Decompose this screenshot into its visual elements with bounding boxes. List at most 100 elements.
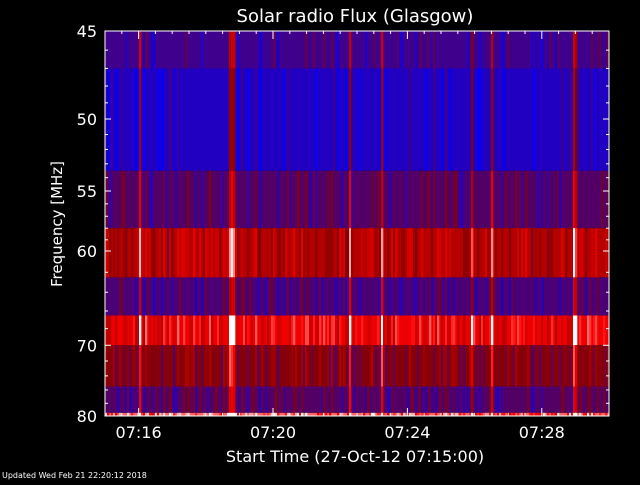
heatmap-cell: [579, 228, 582, 278]
heatmap-cell: [219, 228, 222, 278]
heatmap-cell: [595, 228, 598, 278]
heatmap-cell: [301, 315, 304, 346]
heatmap-cell: [421, 386, 424, 413]
heatmap-cell: [573, 228, 576, 278]
heatmap-cell: [323, 315, 326, 346]
heatmap-cell: [569, 345, 572, 387]
heatmap-cell: [237, 345, 240, 387]
heatmap-cell: [453, 315, 456, 346]
heatmap-cell: [277, 345, 280, 387]
heatmap-cell: [209, 315, 212, 346]
heatmap-cell: [491, 277, 494, 316]
heatmap-cell: [187, 412, 190, 416]
heatmap-cell: [287, 412, 290, 416]
heatmap-cell: [467, 228, 470, 278]
heatmap-cell: [415, 31, 418, 69]
heatmap-cell: [313, 170, 316, 229]
heatmap-cell: [437, 277, 440, 316]
heatmap-cell: [535, 412, 538, 416]
heatmap-cell: [477, 68, 480, 171]
heatmap-cell: [571, 277, 574, 316]
heatmap-cell: [153, 386, 156, 413]
heatmap-cell: [231, 277, 234, 316]
heatmap-cell: [561, 315, 564, 346]
heatmap-cell: [319, 345, 322, 387]
heatmap-cell: [603, 386, 606, 413]
heatmap-cell: [161, 277, 164, 316]
heatmap-cell: [161, 315, 164, 346]
heatmap-cell: [201, 170, 204, 229]
frequency-band: [105, 228, 609, 278]
heatmap-cell: [219, 412, 222, 416]
heatmap-cell: [381, 68, 384, 171]
heatmap-cell: [431, 170, 434, 229]
heatmap-cell: [475, 412, 478, 416]
heatmap-cell: [107, 228, 110, 278]
heatmap-cell: [381, 345, 384, 387]
heatmap-cell: [283, 277, 286, 316]
heatmap-cell: [511, 412, 514, 416]
heatmap-cell: [443, 277, 446, 316]
heatmap-cell: [251, 315, 254, 346]
heatmap-cell: [199, 386, 202, 413]
heatmap-cell: [207, 228, 210, 278]
heatmap-cell: [505, 315, 508, 346]
heatmap-cell: [297, 412, 300, 416]
heatmap-cell: [413, 315, 416, 346]
heatmap-cell: [163, 228, 166, 278]
heatmap-cell: [521, 228, 524, 278]
heatmap-cell: [367, 228, 370, 278]
heatmap-cell: [349, 68, 352, 171]
heatmap-cell: [491, 170, 494, 229]
heatmap-cell: [501, 315, 504, 346]
heatmap-cell: [449, 68, 452, 171]
heatmap-cell: [467, 170, 470, 229]
heatmap-cell: [153, 31, 156, 69]
heatmap-cell: [229, 68, 232, 171]
heatmap-cell: [199, 315, 202, 346]
x-tick-label: 07:28: [519, 423, 565, 442]
heatmap-cell: [177, 315, 180, 346]
heatmap-cell: [571, 412, 574, 416]
heatmap-cell: [445, 412, 448, 416]
heatmap-cell: [575, 315, 578, 346]
heatmap-cell: [301, 412, 304, 416]
heatmap-cell: [459, 412, 462, 416]
heatmap-cell: [255, 345, 258, 387]
heatmap-cell: [429, 277, 432, 316]
heatmap-cell: [223, 277, 226, 316]
heatmap-cell: [361, 315, 364, 346]
heatmap-cell: [309, 315, 312, 346]
heatmap-cell: [295, 386, 298, 413]
heatmap-cell: [333, 68, 336, 171]
heatmap-cell: [265, 345, 268, 387]
heatmap-cell: [345, 315, 348, 346]
y-tick-label: 50: [77, 110, 97, 129]
heatmap-cell: [195, 345, 198, 387]
heatmap-cell: [547, 31, 550, 69]
heatmap-cell: [427, 170, 430, 229]
heatmap-cell: [137, 68, 140, 171]
heatmap-cell: [113, 228, 116, 278]
heatmap-cell: [515, 345, 518, 387]
heatmap-cell: [605, 345, 608, 387]
heatmap-cell: [151, 170, 154, 229]
heatmap-cell: [109, 170, 112, 229]
heatmap-cell: [485, 228, 488, 278]
heatmap-cell: [363, 412, 366, 416]
heatmap-cell: [247, 315, 250, 346]
heatmap-cell: [287, 68, 290, 171]
heatmap-layer: [105, 31, 610, 416]
heatmap-cell: [241, 277, 244, 316]
heatmap-cell: [389, 228, 392, 278]
heatmap-cell: [355, 315, 358, 346]
heatmap-cell: [193, 345, 196, 387]
heatmap-cell: [467, 31, 470, 69]
heatmap-cell: [519, 315, 522, 346]
heatmap-cell: [393, 345, 396, 387]
heatmap-cell: [365, 386, 368, 413]
heatmap-cell: [109, 315, 112, 346]
heatmap-cell: [359, 68, 362, 171]
heatmap-cell: [567, 412, 570, 416]
heatmap-cell: [513, 315, 516, 346]
